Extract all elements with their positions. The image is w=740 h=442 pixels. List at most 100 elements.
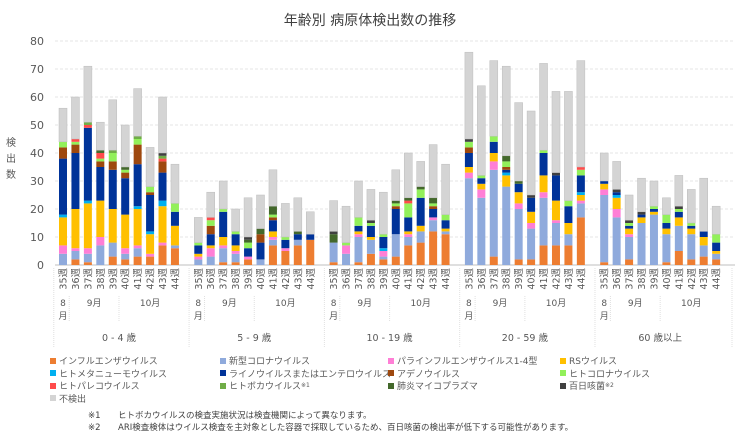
bar-segment: [625, 225, 634, 229]
bar-segment: [576, 195, 585, 201]
week-tick-label: 37週: [82, 268, 94, 290]
bar-segment: [441, 220, 450, 229]
bar-segment: [501, 65, 511, 157]
bar-segment: [551, 91, 561, 173]
bar-segment: [637, 211, 646, 215]
bar-segment: [206, 191, 215, 218]
bar-segment: [146, 234, 155, 254]
bar-segment: [59, 253, 67, 265]
bar-segment: [293, 197, 303, 232]
legend-swatch: [388, 357, 394, 364]
week-tick-label: 42週: [280, 268, 292, 290]
bar-segment: [206, 245, 215, 249]
month-label: 月: [329, 311, 338, 322]
week-tick-label: 43週: [157, 268, 169, 290]
bar-segment: [83, 127, 92, 201]
bar-segment: [379, 251, 388, 257]
bar-segment: [379, 237, 388, 249]
legend-item: 肺炎マイコプラズマ: [388, 379, 478, 392]
y-tick-label: 40: [30, 147, 44, 160]
bar-segment: [108, 169, 117, 209]
bar-segment: [612, 195, 621, 198]
week-tick-label: 36週: [476, 268, 488, 290]
month-label: 10月: [275, 298, 295, 309]
bar-segment: [108, 161, 117, 170]
bar-segment: [489, 161, 498, 170]
bar-segment: [59, 214, 67, 218]
bar-segment: [219, 209, 228, 212]
bar-segment: [687, 228, 696, 235]
bar-segment: [612, 192, 621, 195]
week-tick-label: 38週: [230, 268, 242, 290]
bar-segment: [429, 220, 438, 232]
week-tick-label: 43週: [292, 268, 304, 290]
bar-segment: [170, 203, 179, 212]
bar-segment: [391, 209, 400, 235]
bar-segment: [281, 248, 290, 251]
legend-label: 不検出: [59, 394, 87, 405]
bar-segment: [637, 223, 646, 265]
week-tick-label: 44週: [305, 268, 317, 290]
bar-segment: [612, 189, 621, 193]
week-tick-label: 38週: [365, 268, 377, 290]
bar-segment: [391, 169, 401, 201]
bar-segment: [527, 228, 536, 260]
bar-segment: [514, 203, 523, 209]
bar-segment: [145, 147, 155, 187]
bar-segment: [366, 253, 375, 265]
bar-segment: [527, 197, 536, 212]
bar-segment: [662, 197, 671, 215]
bar-segment: [170, 211, 179, 226]
bar-segment: [674, 217, 683, 226]
bar-segment: [464, 141, 473, 148]
bar-segment: [231, 262, 240, 265]
legend-label: ヒトコロナウイルス: [569, 369, 651, 380]
bar-segment: [662, 234, 671, 263]
bar-segment: [329, 242, 338, 263]
y-tick-label: 60: [30, 91, 44, 104]
bar-segment: [206, 248, 215, 257]
bar-segment: [637, 217, 646, 223]
bar-segment: [416, 161, 425, 187]
bar-segment: [441, 228, 450, 232]
bar-segment: [502, 186, 511, 265]
bar-segment: [416, 231, 425, 243]
bar-segment: [712, 251, 721, 254]
bar-segment: [281, 237, 290, 240]
week-tick-label: 41週: [673, 268, 685, 290]
bar-segment: [502, 169, 511, 173]
bar-segment: [612, 197, 621, 209]
bar-segment: [158, 153, 167, 156]
bar-segment: [514, 259, 523, 265]
month-label: 8: [466, 299, 472, 309]
week-tick-label: 36週: [611, 268, 623, 290]
week-tick-label: 41週: [132, 268, 144, 290]
bar-segment: [108, 99, 118, 151]
bar-segment: [649, 209, 658, 212]
legend-swatch: [560, 382, 566, 389]
bar-segment: [329, 262, 338, 265]
month-label: 8: [331, 299, 337, 309]
week-tick-label: 35週: [463, 268, 475, 290]
bar-segment: [551, 223, 560, 246]
bar-segment: [502, 175, 511, 187]
legend-item: RSウイルス: [560, 354, 617, 367]
bar-segment: [354, 234, 363, 237]
bar-segment: [404, 200, 413, 204]
bar-segment: [464, 147, 473, 153]
bar-segment: [429, 231, 438, 265]
week-tick-label: 35週: [58, 268, 70, 290]
bar-segment: [699, 177, 708, 232]
week-tick-label: 39週: [243, 268, 255, 290]
bar-segment: [96, 161, 105, 167]
bar-segment: [576, 169, 585, 176]
week-tick-label: 38週: [501, 268, 513, 290]
bar-segment: [649, 214, 658, 265]
bar-segment: [133, 164, 142, 207]
week-tick-label: 41週: [538, 268, 550, 290]
legend-item: ヒトコロナウイルス: [560, 367, 650, 380]
bar-segment: [96, 121, 105, 151]
bar-segment: [108, 153, 117, 162]
bar-segment: [477, 85, 486, 176]
bar-segment: [354, 225, 363, 232]
